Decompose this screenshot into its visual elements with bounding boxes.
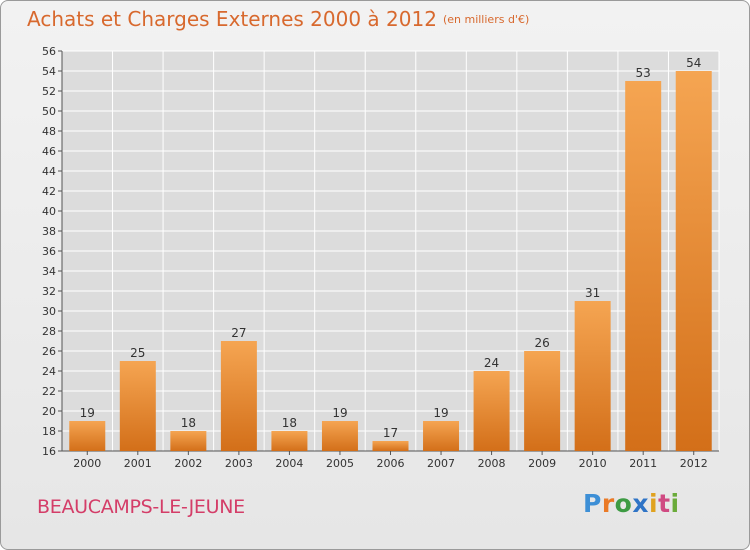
city-name: BEAUCAMPS-LE-JEUNE	[37, 496, 245, 518]
bar	[271, 431, 308, 451]
bar	[675, 71, 712, 451]
logo-letter: r	[601, 489, 615, 518]
logo-letter: x	[632, 489, 649, 518]
bar	[69, 421, 106, 451]
data-label: 27	[231, 326, 246, 340]
bar	[119, 361, 156, 451]
y-tick-label: 20	[42, 405, 56, 418]
data-label: 54	[686, 56, 701, 70]
y-tick-label: 26	[42, 345, 56, 358]
data-label: 26	[534, 336, 549, 350]
x-tick-label: 2002	[174, 457, 202, 470]
data-label: 53	[636, 66, 651, 80]
x-tick-label: 2003	[225, 457, 253, 470]
x-tick-label: 2005	[326, 457, 354, 470]
data-label: 17	[383, 426, 398, 440]
y-tick-label: 54	[42, 65, 56, 78]
data-label: 24	[484, 356, 499, 370]
bar	[423, 421, 460, 451]
x-tick-label: 2007	[427, 457, 455, 470]
y-tick-label: 36	[42, 245, 56, 258]
data-label: 19	[332, 406, 347, 420]
y-tick-label: 40	[42, 205, 56, 218]
x-tick-label: 2001	[124, 457, 152, 470]
x-tick-label: 2010	[579, 457, 607, 470]
y-tick-label: 30	[42, 305, 56, 318]
y-tick-label: 34	[42, 265, 56, 278]
y-tick-label: 50	[42, 105, 56, 118]
y-tick-label: 24	[42, 365, 56, 378]
x-tick-label: 2011	[629, 457, 657, 470]
data-label: 19	[433, 406, 448, 420]
y-tick-label: 42	[42, 185, 56, 198]
bar	[321, 421, 358, 451]
y-tick-label: 38	[42, 225, 56, 238]
data-label: 18	[282, 416, 297, 430]
bar	[220, 341, 257, 451]
y-tick-label: 32	[42, 285, 56, 298]
data-label: 19	[80, 406, 95, 420]
data-label: 31	[585, 286, 600, 300]
bar	[574, 301, 611, 451]
x-tick-label: 2009	[528, 457, 556, 470]
logo-letter: i	[670, 489, 680, 518]
bar	[372, 441, 409, 451]
y-tick-label: 28	[42, 325, 56, 338]
y-tick-label: 52	[42, 85, 56, 98]
bar	[625, 81, 662, 451]
logo-letter: t	[658, 489, 671, 518]
data-label: 18	[181, 416, 196, 430]
x-tick-label: 2008	[478, 457, 506, 470]
data-label: 25	[130, 346, 145, 360]
chart-title-text: Achats et Charges Externes 2000 à 2012	[27, 7, 437, 31]
y-tick-label: 56	[42, 45, 56, 58]
x-tick-label: 2004	[275, 457, 303, 470]
y-tick-label: 22	[42, 385, 56, 398]
y-tick-label: 18	[42, 425, 56, 438]
x-tick-label: 2006	[377, 457, 405, 470]
logo-letter: o	[614, 489, 633, 518]
y-tick-label: 46	[42, 145, 56, 158]
proxiti-logo: Proxiti	[583, 489, 680, 518]
x-tick-label: 2012	[680, 457, 708, 470]
logo-letter: i	[649, 489, 659, 518]
chart-subtitle: (en milliers d'€)	[442, 13, 530, 26]
bar	[170, 431, 207, 451]
logo-letter: P	[583, 489, 602, 518]
x-tick-label: 2000	[73, 457, 101, 470]
y-tick-label: 16	[42, 445, 56, 458]
bar	[473, 371, 510, 451]
y-tick-label: 44	[42, 165, 56, 178]
y-tick-label: 48	[42, 125, 56, 138]
chart-title: Achats et Charges Externes 2000 à 2012 (e…	[27, 7, 529, 31]
bar	[524, 351, 561, 451]
